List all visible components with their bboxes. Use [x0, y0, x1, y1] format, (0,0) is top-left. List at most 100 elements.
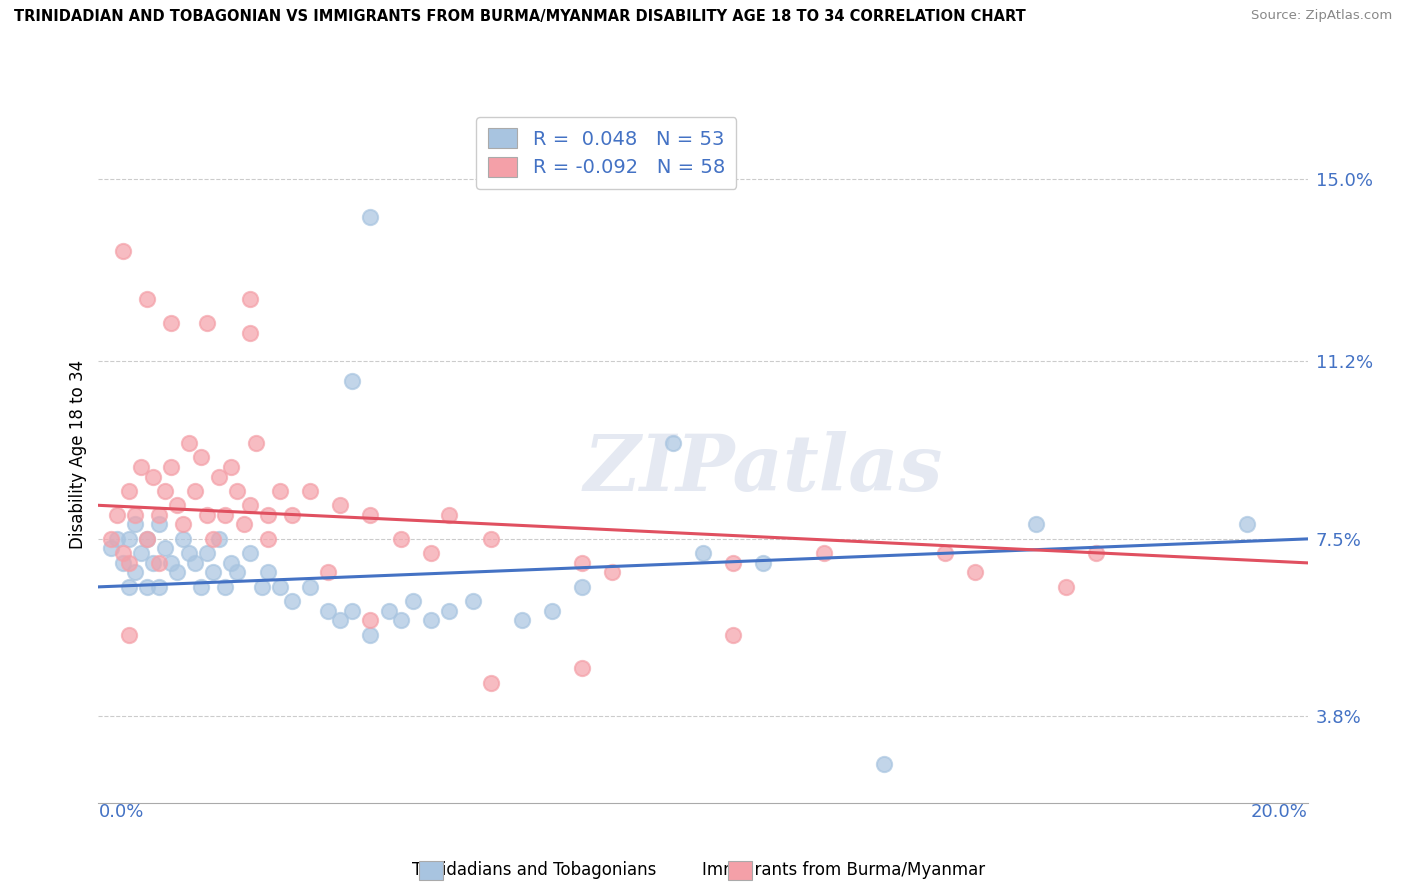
Point [342, 374, 364, 388]
Point [510, 614, 533, 628]
Point [221, 556, 243, 570]
Point [160, 556, 183, 570]
Point [420, 614, 443, 628]
Point [160, 459, 183, 474]
Point [208, 532, 231, 546]
Point [124, 566, 146, 580]
Point [166, 566, 188, 580]
Point [148, 556, 170, 570]
Point [100, 541, 122, 556]
Point [239, 498, 262, 512]
Point [299, 580, 322, 594]
Point [360, 614, 382, 628]
Point [239, 292, 262, 306]
Point [148, 580, 170, 594]
Point [402, 594, 425, 608]
Point [105, 532, 128, 546]
Point [481, 532, 503, 546]
Point [118, 580, 141, 594]
Point [239, 326, 262, 340]
Point [135, 532, 157, 546]
Point [118, 628, 141, 642]
Point [481, 676, 503, 690]
Point [692, 546, 714, 560]
Point [202, 532, 225, 546]
Point [752, 556, 775, 570]
Point [148, 508, 170, 522]
Point [179, 546, 201, 560]
Point [316, 604, 339, 618]
Point [214, 580, 236, 594]
Point [463, 594, 485, 608]
Point [256, 508, 278, 522]
Point [329, 614, 352, 628]
Point [420, 546, 443, 560]
Point [316, 566, 339, 580]
Point [245, 436, 267, 450]
Point [250, 580, 273, 594]
Point [195, 316, 218, 330]
Point [661, 436, 683, 450]
Point [602, 566, 624, 580]
Point [118, 556, 141, 570]
Point [226, 566, 249, 580]
Point [202, 566, 225, 580]
Point [256, 532, 278, 546]
Text: Trinidadians and Tobagonians: Trinidadians and Tobagonians [412, 861, 657, 879]
Point [329, 498, 352, 512]
Point [873, 757, 896, 772]
Point [239, 546, 262, 560]
Point [129, 459, 152, 474]
Text: 20.0%: 20.0% [1251, 803, 1308, 821]
Point [389, 532, 412, 546]
Point [142, 556, 165, 570]
Point [135, 292, 157, 306]
Point [214, 508, 236, 522]
Point [153, 483, 176, 498]
Point [723, 628, 745, 642]
Point [281, 594, 304, 608]
Point [153, 541, 176, 556]
Point [281, 508, 304, 522]
Point [105, 508, 128, 522]
Point [195, 546, 218, 560]
Point [269, 483, 291, 498]
Point [437, 604, 460, 618]
Point [208, 469, 231, 483]
Point [269, 580, 291, 594]
Point [172, 532, 194, 546]
Point [360, 628, 382, 642]
Point [179, 436, 201, 450]
Point [256, 566, 278, 580]
Point [129, 546, 152, 560]
Point [571, 661, 593, 675]
Point [965, 566, 987, 580]
Point [1236, 517, 1258, 532]
Text: Immigrants from Burma/Myanmar: Immigrants from Burma/Myanmar [702, 861, 986, 879]
Point [124, 517, 146, 532]
Point [571, 580, 593, 594]
Point [184, 556, 207, 570]
Y-axis label: Disability Age 18 to 34: Disability Age 18 to 34 [69, 360, 87, 549]
Text: ZIPatlas: ZIPatlas [583, 431, 943, 507]
Point [360, 508, 382, 522]
Point [389, 614, 412, 628]
Point [540, 604, 562, 618]
Point [934, 546, 956, 560]
Point [195, 508, 218, 522]
Point [160, 316, 183, 330]
Point [232, 517, 254, 532]
Point [1024, 517, 1046, 532]
Point [111, 556, 134, 570]
Point [360, 211, 382, 225]
Legend: R =  0.048   N = 53, R = -0.092   N = 58: R = 0.048 N = 53, R = -0.092 N = 58 [477, 117, 737, 189]
Text: 0.0%: 0.0% [98, 803, 143, 821]
Point [118, 532, 141, 546]
Text: TRINIDADIAN AND TOBAGONIAN VS IMMIGRANTS FROM BURMA/MYANMAR DISABILITY AGE 18 TO: TRINIDADIAN AND TOBAGONIAN VS IMMIGRANTS… [14, 9, 1026, 24]
Point [184, 483, 207, 498]
Point [437, 508, 460, 522]
Point [100, 532, 122, 546]
Point [166, 498, 188, 512]
Point [342, 604, 364, 618]
Point [142, 469, 165, 483]
